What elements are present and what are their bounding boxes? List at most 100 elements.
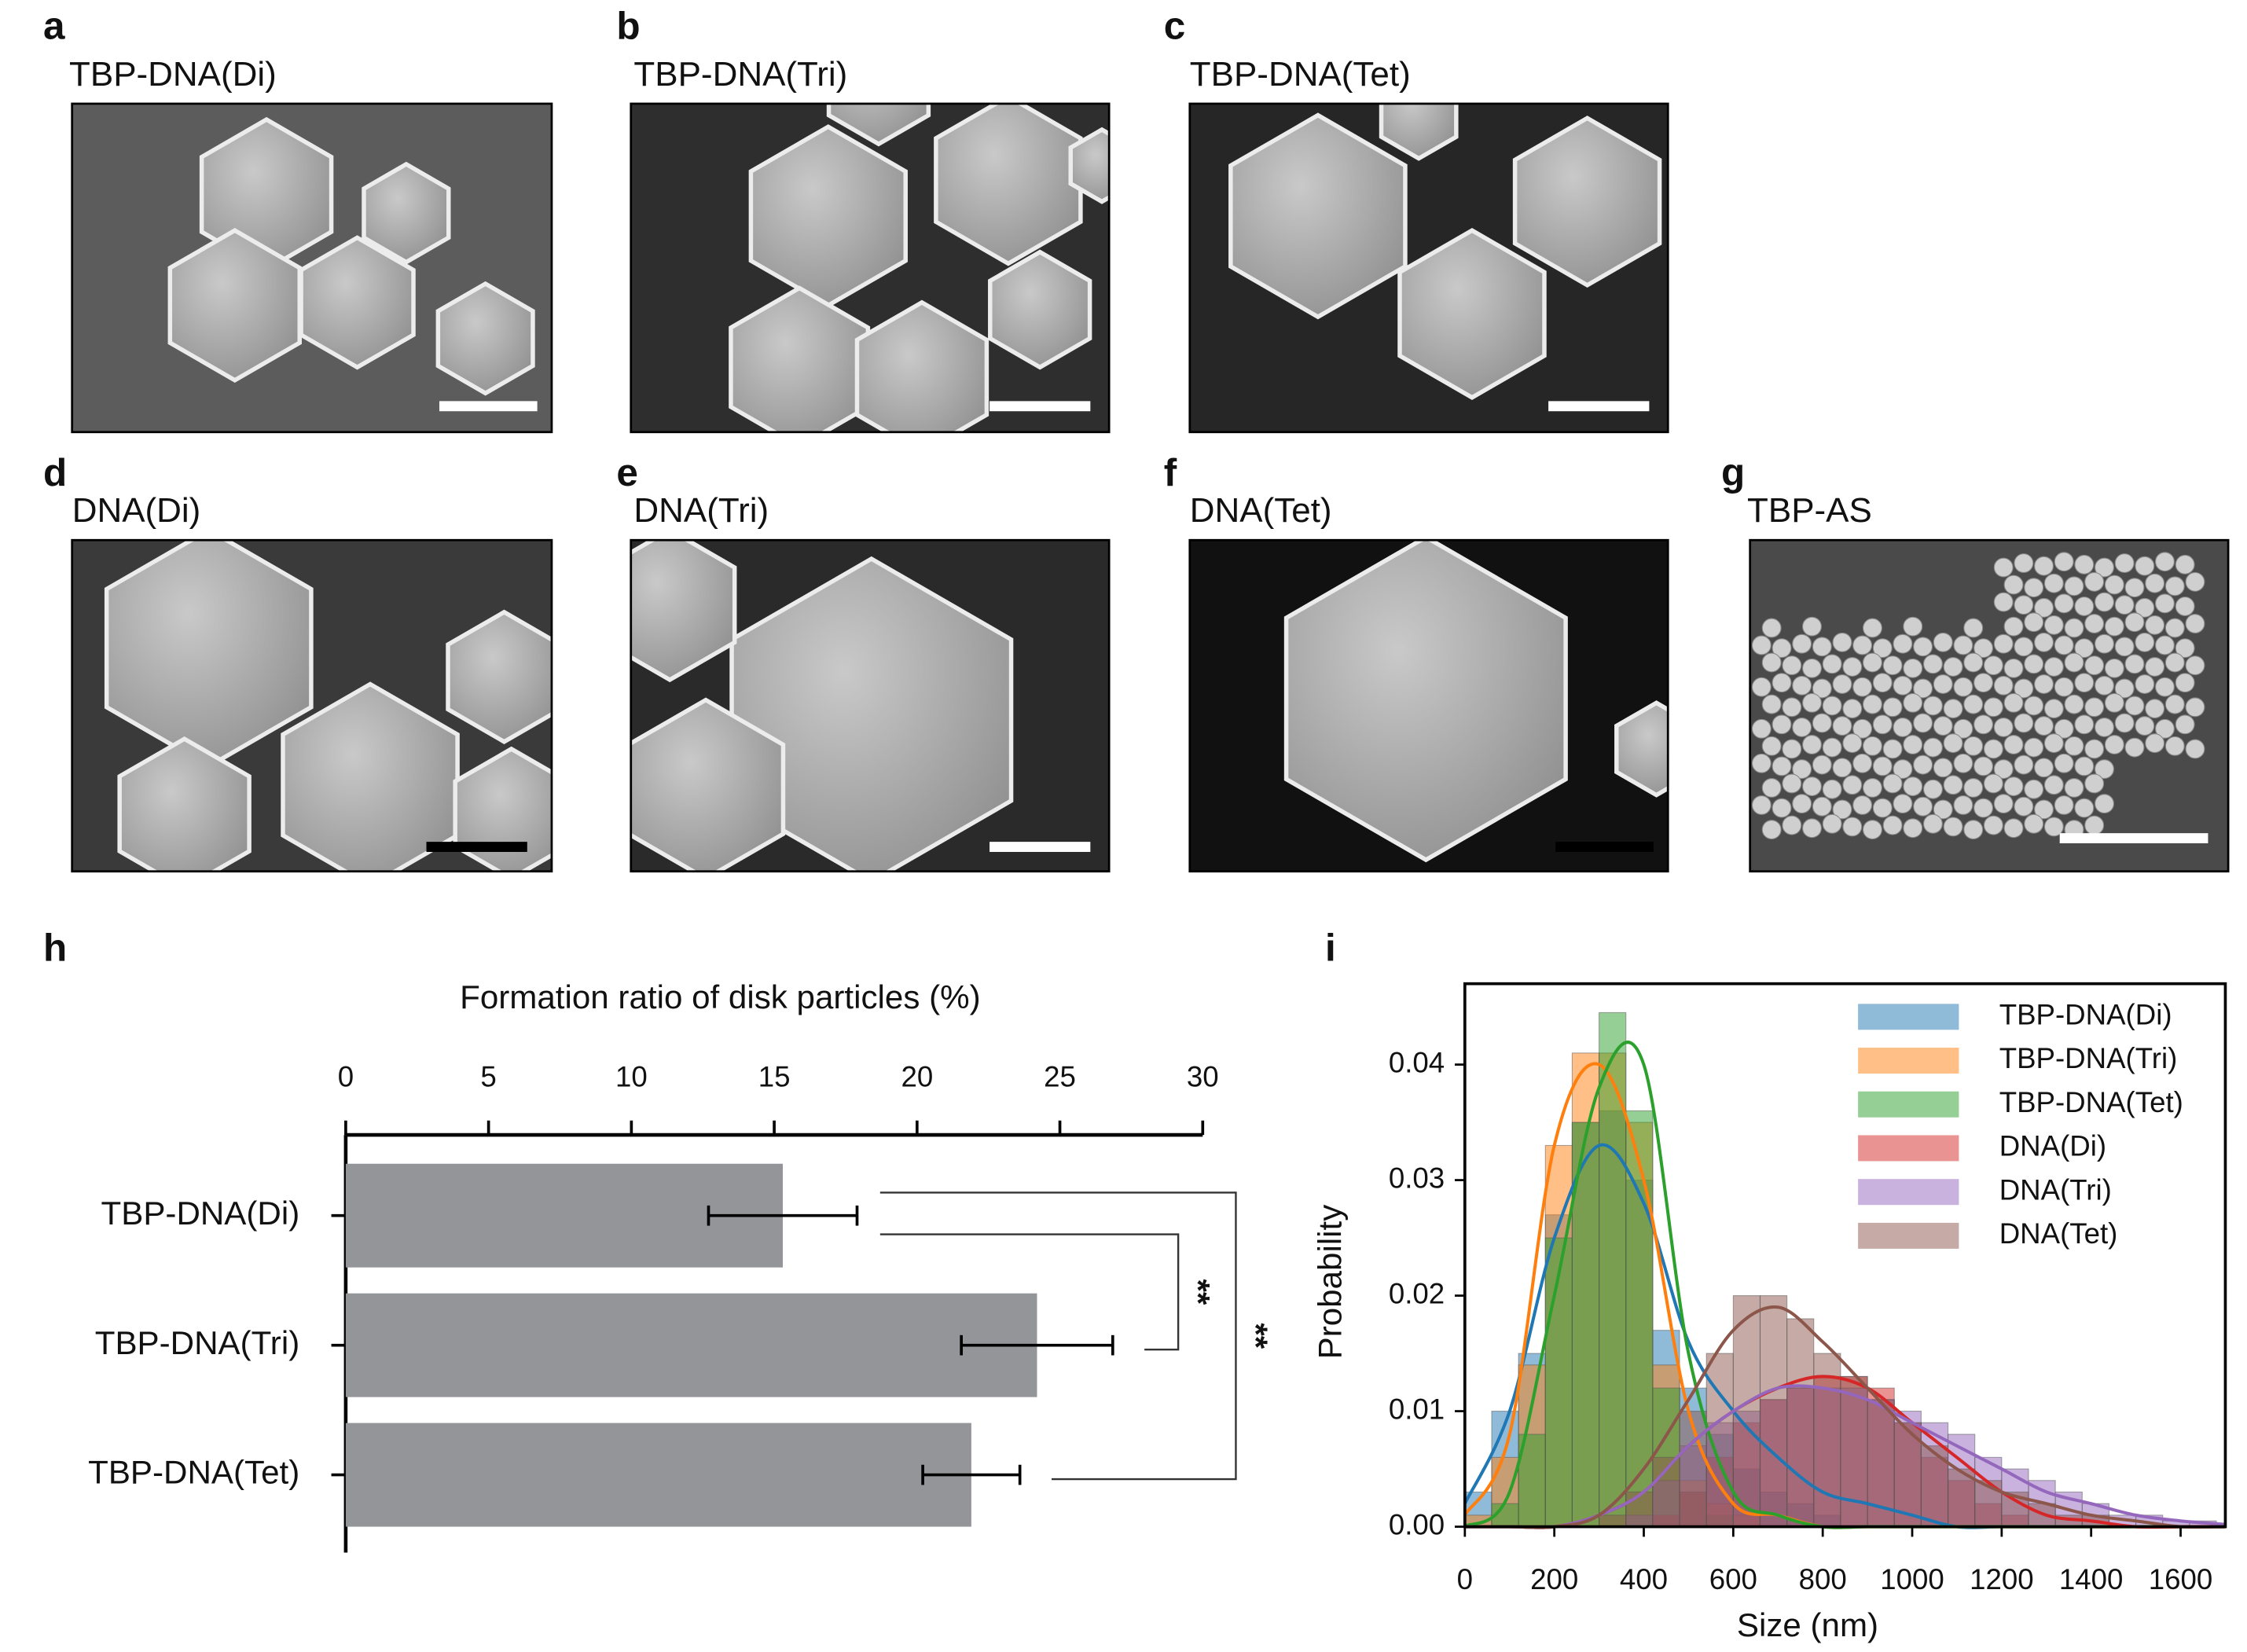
legend-swatch xyxy=(1858,1091,1959,1118)
histogram-bar xyxy=(1813,1353,1841,1528)
particle xyxy=(1068,127,1110,204)
particle xyxy=(1893,718,1913,737)
particle xyxy=(1973,714,1994,735)
sem-frame xyxy=(630,538,1111,873)
particle xyxy=(2024,737,2044,758)
particle xyxy=(2043,699,2064,719)
particle xyxy=(826,103,931,147)
histogram-bar xyxy=(1732,1295,1761,1528)
particle xyxy=(988,249,1092,370)
y-tick-label: 0.03 xyxy=(1389,1162,1445,1194)
panel-letter: a xyxy=(43,5,65,48)
particle xyxy=(1943,733,1963,754)
particle xyxy=(2095,633,2114,654)
particle xyxy=(2155,677,2175,697)
particle xyxy=(2135,556,2155,576)
particle xyxy=(2104,692,2124,713)
particle xyxy=(2164,652,2185,673)
particle xyxy=(453,746,552,872)
particle xyxy=(1903,734,1923,754)
particle xyxy=(1922,737,1943,758)
particle xyxy=(1933,674,1953,694)
significance-bracket xyxy=(879,1191,1237,1481)
particle xyxy=(2104,616,2124,637)
particle xyxy=(1913,713,1933,733)
particle xyxy=(2064,736,2084,756)
legend-swatch xyxy=(1858,1004,1959,1030)
y-tick-label: TBP-DNA(Tri) xyxy=(95,1324,300,1361)
particle xyxy=(2024,654,2044,674)
particle xyxy=(2074,714,2095,735)
particle xyxy=(2124,696,2145,716)
particle xyxy=(1772,798,1792,818)
histogram-bar xyxy=(1571,1122,1600,1528)
particle xyxy=(1913,754,1933,775)
particle xyxy=(1922,813,1943,834)
x-tick-label: 30 xyxy=(1187,1060,1219,1092)
particle xyxy=(1983,655,2003,676)
particle xyxy=(2175,597,2195,616)
particle xyxy=(2164,576,2185,597)
particle xyxy=(2003,658,2024,678)
particle xyxy=(1792,633,1812,654)
particle xyxy=(2114,678,2135,699)
histogram-bar xyxy=(1759,1295,1788,1528)
sem-image xyxy=(1189,540,1669,872)
particle xyxy=(2095,718,2114,737)
sem-image xyxy=(630,103,1110,432)
particle xyxy=(2054,593,2074,614)
particle xyxy=(2074,756,2095,776)
particle xyxy=(1832,799,1852,820)
particle xyxy=(2114,637,2135,657)
particle xyxy=(1913,678,1933,699)
particle xyxy=(2043,615,2064,635)
x-tick-label: 15 xyxy=(758,1060,791,1092)
particle xyxy=(2124,654,2145,674)
particle xyxy=(1379,103,1459,161)
particle xyxy=(2043,657,2064,677)
particle xyxy=(1852,753,1873,773)
particle xyxy=(1822,654,1842,674)
particle xyxy=(1872,756,1893,776)
y-tick-label: TBP-DNA(Tet) xyxy=(88,1454,299,1491)
panel-caption: TBP-DNA(Tri) xyxy=(633,55,847,94)
particle xyxy=(2155,593,2175,614)
particle xyxy=(2175,638,2195,659)
x-tick-label: 25 xyxy=(1044,1060,1076,1092)
particle xyxy=(1751,677,1772,697)
x-tick-label: 1000 xyxy=(1880,1563,1944,1595)
sem-image xyxy=(1750,540,2229,872)
y-tick-label: 0.02 xyxy=(1389,1277,1445,1309)
particle xyxy=(2175,554,2195,575)
particle xyxy=(1802,734,1822,754)
particle xyxy=(1963,736,1984,756)
particle xyxy=(2003,575,2024,595)
particle xyxy=(1922,779,1943,799)
particle xyxy=(2164,694,2185,714)
particle xyxy=(2164,618,2185,638)
particle xyxy=(2064,576,2084,597)
panel-caption: DNA(Tri) xyxy=(633,491,769,530)
particle xyxy=(1993,675,2014,696)
particle xyxy=(1943,657,1963,677)
particle xyxy=(2084,773,2105,794)
particle xyxy=(1832,632,1852,652)
particle xyxy=(1614,700,1669,798)
x-tick-label: 400 xyxy=(1620,1563,1668,1595)
particle xyxy=(1872,798,1893,818)
particle xyxy=(2064,652,2084,673)
particle xyxy=(2185,614,2205,633)
particle xyxy=(1802,616,1822,637)
particle xyxy=(2155,635,2175,655)
legend-swatch xyxy=(1858,1048,1959,1074)
particle xyxy=(1943,699,1963,719)
particle xyxy=(2104,658,2124,678)
particle xyxy=(1802,818,1822,839)
particle xyxy=(1772,714,1792,735)
legend-label: TBP-DNA(Tri) xyxy=(1999,1042,2178,1074)
particle xyxy=(1862,652,1882,673)
particle xyxy=(1862,736,1882,756)
particle xyxy=(1802,776,1822,797)
particle xyxy=(2185,697,2205,718)
particle xyxy=(1993,557,2014,578)
